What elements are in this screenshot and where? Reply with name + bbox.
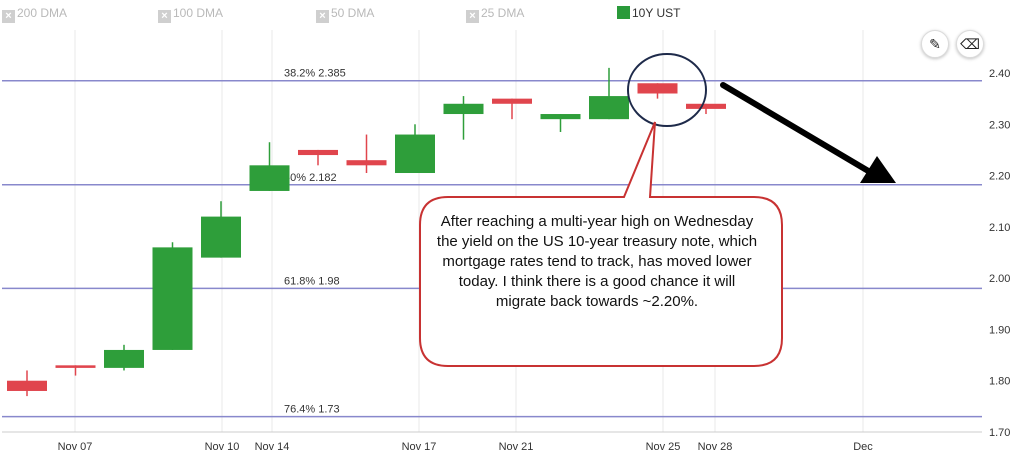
- fib-level-label: 50% 2.182: [284, 172, 337, 184]
- candle-body: [395, 134, 435, 174]
- highlight-circle: [627, 53, 707, 127]
- y-tick-label: 2.00: [989, 273, 1010, 285]
- y-tick-label: 2.40: [989, 68, 1010, 80]
- fib-level-label: 76.4% 1.73: [284, 404, 340, 416]
- candle: [104, 344, 144, 371]
- callout-text: After reaching a multi-year high on Wedn…: [436, 213, 758, 310]
- eraser-icon[interactable]: ⌫: [956, 30, 984, 58]
- legend-label: 10Y UST: [632, 6, 681, 20]
- fib-level-label: 61.8% 1.98: [284, 275, 340, 287]
- close-icon[interactable]: ×: [158, 10, 171, 23]
- candle: [55, 365, 96, 376]
- y-tick-label: 1.70: [989, 427, 1010, 439]
- y-tick-label: 1.80: [989, 376, 1010, 388]
- x-tick-label: Nov 14: [255, 441, 290, 453]
- trend-arrow: [720, 82, 873, 175]
- legend-item-50-dma[interactable]: × 50 DMA: [316, 6, 374, 23]
- legend-label: 50 DMA: [331, 6, 375, 20]
- candle: [201, 201, 241, 258]
- x-tick-label: Nov 07: [58, 441, 93, 453]
- arrow-head-icon: [860, 156, 896, 183]
- candle: [589, 67, 629, 120]
- legend-item-25-dma[interactable]: × 25 DMA: [466, 6, 524, 23]
- x-tick-label: Nov 25: [646, 441, 681, 453]
- candle: [637, 83, 678, 99]
- close-icon[interactable]: ×: [466, 10, 479, 23]
- candle-body: [152, 247, 193, 350]
- candle: [686, 103, 726, 115]
- candle-body: [686, 103, 726, 109]
- y-tick-label: 2.20: [989, 171, 1010, 183]
- candle-body: [7, 380, 47, 391]
- x-tick-label: Dec: [853, 441, 873, 453]
- legend-item-200-dma[interactable]: × 200 DMA: [2, 6, 67, 23]
- candle: [249, 142, 290, 191]
- y-tick-label: 2.30: [989, 119, 1010, 131]
- y-tick-label: 2.10: [989, 222, 1010, 234]
- legend-item-100-dma[interactable]: × 100 DMA: [158, 6, 223, 23]
- candle-body: [492, 98, 532, 104]
- chart-legend: × 200 DMA × 100 DMA × 50 DMA × 25 DMA 10Y UST: [0, 4, 1024, 24]
- candle-body: [201, 216, 241, 258]
- candle: [492, 98, 532, 120]
- candle-body: [55, 365, 96, 368]
- candle-body: [346, 160, 387, 166]
- candle: [395, 124, 435, 174]
- candle: [540, 114, 581, 132]
- candle-body: [249, 165, 290, 191]
- candle: [298, 149, 338, 166]
- legend-label: 25 DMA: [481, 6, 525, 20]
- candle-body: [589, 96, 629, 120]
- candle-body: [298, 149, 338, 156]
- callout-bubble: [419, 121, 783, 367]
- x-tick-label: Nov 17: [402, 441, 437, 453]
- x-tick-label: Nov 21: [499, 441, 534, 453]
- candle-body: [540, 114, 581, 120]
- fib-level-label: 38.2% 2.385: [284, 68, 346, 80]
- candle: [7, 370, 47, 397]
- candle-body: [637, 83, 678, 94]
- candle-body: [443, 103, 484, 115]
- close-icon[interactable]: ×: [2, 10, 15, 23]
- legend-label: 200 DMA: [17, 6, 68, 20]
- y-tick-label: 1.90: [989, 324, 1010, 336]
- candle: [152, 242, 193, 350]
- pencil-icon[interactable]: ✎: [921, 30, 949, 58]
- legend-item-10y-ust[interactable]: 10Y UST: [617, 6, 680, 20]
- x-tick-label: Nov 10: [205, 441, 240, 453]
- candle-body: [104, 349, 144, 368]
- candle: [443, 96, 484, 140]
- candle: [346, 134, 387, 174]
- close-icon[interactable]: ×: [316, 10, 329, 23]
- legend-swatch[interactable]: [617, 6, 630, 19]
- x-tick-label: Nov 28: [698, 441, 733, 453]
- legend-label: 100 DMA: [173, 6, 224, 20]
